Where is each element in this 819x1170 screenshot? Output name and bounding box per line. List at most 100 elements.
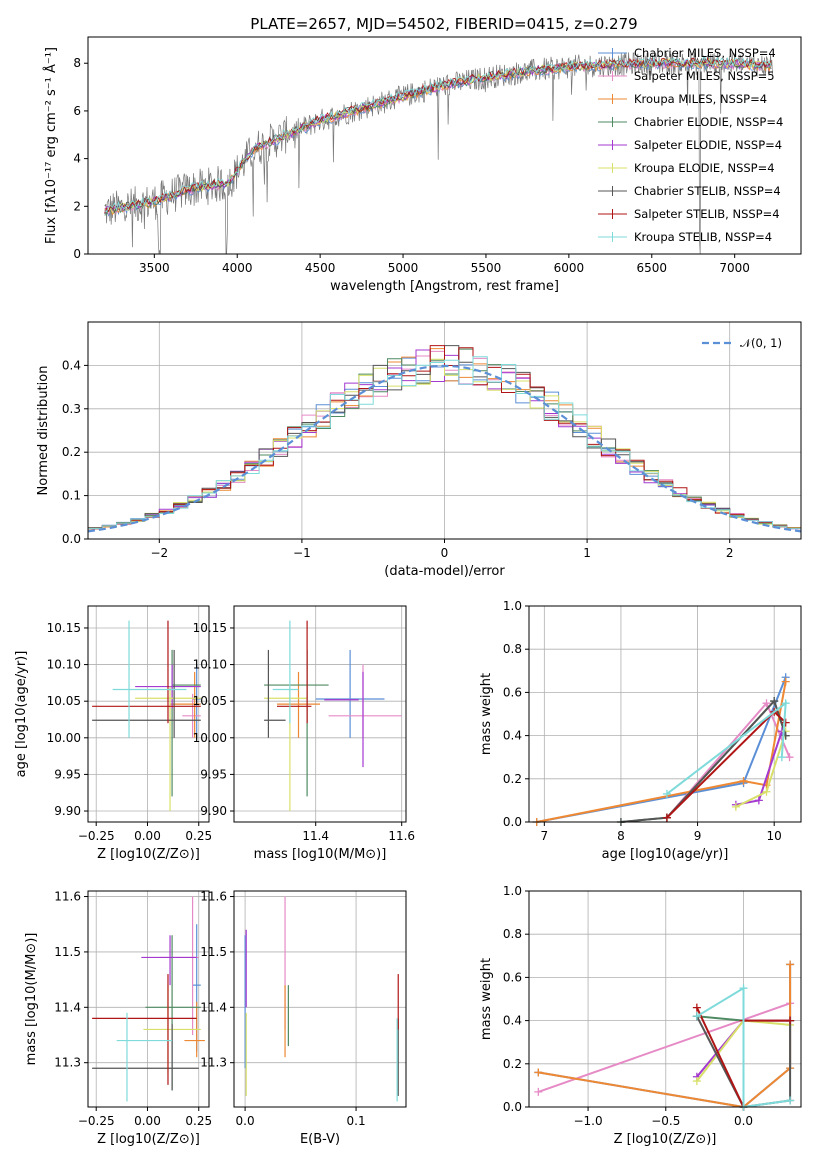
- x-tick-label: −2: [150, 546, 168, 560]
- legend-entry: Salpeter ELODIE, NSSP=4: [634, 138, 782, 152]
- y-tick-label: 11.3: [200, 1056, 227, 1070]
- weight-marker: [662, 789, 671, 798]
- y-tick-label: 9.95: [200, 767, 227, 781]
- x-tick-label: 3500: [139, 261, 170, 275]
- x-axis-label: age [log10(age/yr)]: [602, 847, 729, 862]
- legend-entry: Salpeter MILES, NSSP=5: [634, 69, 775, 83]
- x-tick-label: 0.00: [134, 829, 161, 843]
- x-axis-label: wavelength [Angstrom, rest frame]: [330, 279, 559, 294]
- x-tick-label: 11.4: [302, 829, 329, 843]
- weight-marker: [785, 753, 794, 762]
- weight-line-0: [538, 964, 792, 1109]
- y-tick-label: 0.0: [503, 1100, 522, 1114]
- x-tick-label: 0: [441, 546, 449, 560]
- model-line-3: [104, 58, 772, 216]
- x-axis-label: mass [log10(M/M⊙)]: [254, 847, 387, 862]
- y-tick-label: 0.0: [503, 815, 522, 829]
- weight-marker: [770, 697, 779, 706]
- y-tick-label: 11.5: [54, 945, 81, 959]
- y-tick-label: 11.4: [54, 1000, 81, 1014]
- y-tick-label: 0.6: [503, 685, 522, 699]
- axes-frame: [87, 321, 802, 540]
- panel-1: −2 −1 0 1 2 0.0 0.1 0.2 0.3 0.4 (data-model)/error…: [36, 321, 802, 579]
- y-tick-label: 10.10: [193, 658, 227, 672]
- y-tick-label: 0.2: [503, 772, 522, 786]
- legend-entry: Kroupa ELODIE, NSSP=4: [634, 161, 775, 175]
- plot-area: [532, 673, 794, 826]
- weight-marker: [731, 802, 740, 811]
- y-tick-label: 9.90: [54, 804, 81, 818]
- x-tick-label: 4500: [305, 261, 336, 275]
- x-tick-label: 8: [617, 829, 625, 843]
- y-tick-label: 10.00: [47, 731, 81, 745]
- y-tick-label: 11.6: [200, 890, 227, 904]
- x-axis-label: Z [log10(Z/Z⊙)]: [614, 1132, 717, 1147]
- y-tick-label: 0: [73, 247, 81, 261]
- weight-marker: [762, 787, 771, 796]
- weight-marker: [777, 753, 786, 762]
- weight-line-8: [696, 986, 791, 1109]
- x-tick-label: 10: [767, 829, 782, 843]
- axes-frame: [87, 36, 802, 255]
- panel-4: 7 8 9 10 0.0 0.2 0.4 0.6 0.8 1.0 age [log10(age/yr…: [479, 599, 802, 862]
- y-tick-label: 8: [73, 56, 81, 70]
- plot-area: [534, 960, 795, 1111]
- plot-area: Chabrier MILES, NSSP=4 Salpeter MILES, NS…: [104, 46, 783, 255]
- x-tick-label: 7: [541, 829, 549, 843]
- y-tick-label: 0.8: [503, 927, 522, 941]
- x-tick-label: −1: [293, 546, 311, 560]
- legend-entry: Chabrier STELIB, NSSP=4: [634, 184, 781, 198]
- plot-area: [92, 620, 201, 812]
- axes-frame: [528, 890, 802, 1108]
- x-axis-label: Z [log10(Z/Z⊙)]: [97, 1132, 200, 1147]
- y-tick-label: 11.5: [200, 945, 227, 959]
- y-axis-label: Normed distribution: [36, 366, 51, 496]
- x-tick-label: 11.6: [388, 829, 415, 843]
- x-tick-label: −0.5: [651, 1114, 680, 1128]
- weight-line-3: [620, 699, 787, 823]
- x-tick-label: 4000: [222, 261, 253, 275]
- y-tick-label: 11.4: [200, 1000, 227, 1014]
- y-tick-label: 10.10: [47, 658, 81, 672]
- y-tick-label: 10.05: [193, 694, 227, 708]
- y-tick-label: 4: [73, 152, 81, 166]
- y-tick-label: 10.15: [47, 621, 81, 635]
- weight-marker: [739, 984, 748, 993]
- x-tick-label: 0.0: [236, 1114, 255, 1128]
- y-tick-label: 10.05: [47, 694, 81, 708]
- axes-frame: [233, 605, 407, 823]
- y-tick-label: 9.90: [200, 804, 227, 818]
- y-tick-label: 2: [73, 199, 81, 213]
- weight-line-7: [666, 710, 787, 819]
- y-tick-label: 0.4: [503, 1014, 522, 1028]
- panel-7: −1.0 −0.5 0.0 0.0 0.2 0.4 0.6 0.8 1.0 Z [log10(Z/…: [479, 884, 802, 1147]
- y-tick-label: 10.15: [193, 621, 227, 635]
- weight-marker: [692, 1003, 701, 1012]
- weight-marker: [762, 699, 771, 708]
- legend-entry: Chabrier MILES, NSSP=4: [634, 46, 776, 60]
- x-tick-label: −0.25: [78, 1114, 115, 1128]
- histogram-line-8: [88, 356, 801, 530]
- weight-marker: [786, 1096, 795, 1105]
- x-tick-label: 0.0: [734, 1114, 753, 1128]
- chart-title: PLATE=2657, MJD=54502, FIBERID=0415, z=0…: [250, 15, 637, 33]
- x-tick-label: 0.1: [347, 1114, 366, 1128]
- weight-marker: [692, 1012, 701, 1021]
- y-tick-label: 0.4: [503, 729, 522, 743]
- normal-curve: [87, 364, 802, 533]
- x-tick-label: 9: [694, 829, 702, 843]
- weight-marker: [739, 776, 748, 785]
- weight-line-6: [620, 699, 787, 823]
- y-axis-label: mass weight: [479, 673, 494, 755]
- weight-marker: [534, 1087, 543, 1096]
- y-tick-label: 0.2: [62, 445, 81, 459]
- y-axis-label: age [log10(age/yr)]: [14, 651, 29, 778]
- y-axis-label: mass weight: [479, 958, 494, 1040]
- x-tick-label: 5000: [388, 261, 419, 275]
- panel-2: −0.25 0.00 0.25 9.90 9.95 10.00 10.05 10.10 10.1…: [14, 605, 212, 862]
- y-tick-label: 6: [73, 104, 81, 118]
- y-tick-label: 1.0: [503, 599, 522, 613]
- weight-line-1: [537, 1002, 791, 1093]
- y-tick-label: 1.0: [503, 884, 522, 898]
